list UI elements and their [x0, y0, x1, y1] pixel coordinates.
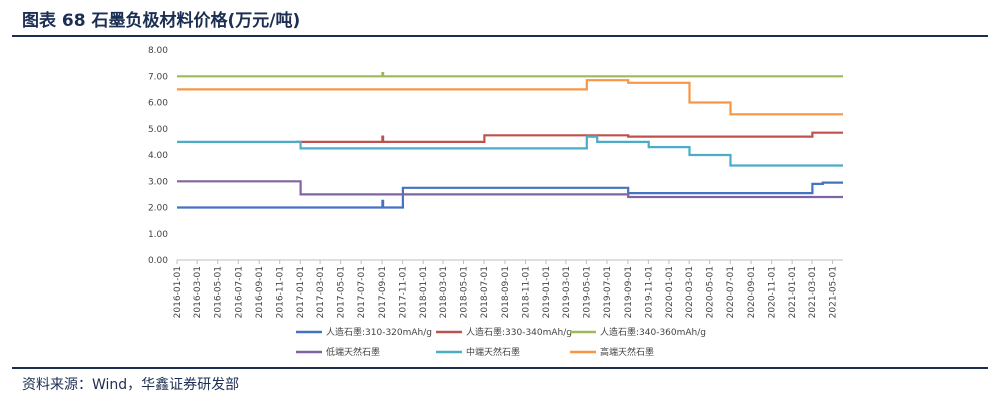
- x-tick-label: 2017-07-01: [357, 266, 367, 318]
- x-tick-label: 2019-03-01: [562, 266, 572, 318]
- source-note: 资料来源：Wind，华鑫证券研发部: [22, 377, 240, 393]
- y-tick-label: 5.00: [148, 125, 168, 135]
- series-line-6: [177, 79, 843, 116]
- series-line-2: [296, 131, 843, 143]
- x-tick-label: 2016-05-01: [214, 266, 224, 318]
- legend-label: 高端天然石墨: [600, 346, 654, 358]
- x-tick-label: 2016-03-01: [193, 266, 203, 318]
- y-tick-label: 2.00: [148, 204, 168, 214]
- bottom-rule: [12, 367, 988, 369]
- x-tick-label: 2016-11-01: [276, 266, 286, 318]
- x-tick-label: 2018-09-01: [501, 266, 511, 318]
- chart-title: 图表 68 石墨负极材料价格(万元/吨): [22, 11, 301, 31]
- x-tick-label: 2016-09-01: [255, 266, 265, 318]
- x-tick-label: 2019-01-01: [542, 266, 552, 318]
- x-tick-label: 2020-11-01: [768, 266, 778, 318]
- chart-legend: 人造石墨:310-320mAh/g 人造石墨:330-340mAh/g 人造石墨:3…: [296, 326, 706, 358]
- x-tick-label: 2018-01-01: [419, 266, 429, 318]
- x-tick-label: 2017-03-01: [316, 266, 326, 318]
- x-tick-label: 2020-07-01: [726, 266, 736, 318]
- x-tick-label: 2021-03-01: [808, 266, 818, 318]
- line-chart: 0.00 1.00 2.00 3.00 4.00 5.00 6.00 7.00 8.00 2016…: [148, 46, 843, 358]
- x-tick-label: 2019-07-01: [603, 266, 613, 318]
- x-tick-label: 2020-03-01: [685, 266, 695, 318]
- legend-label: 人造石墨:340-360mAh/g: [600, 326, 706, 338]
- x-tick-label: 2016-01-01: [173, 266, 183, 318]
- x-tick-label: 2019-09-01: [624, 266, 634, 318]
- report-header: 图表 68 石墨负极材料价格(万元/吨): [0, 0, 1000, 38]
- x-tick-label: 2020-01-01: [665, 266, 675, 318]
- x-tick-label: 2021-05-01: [829, 266, 839, 318]
- top-rule: [12, 35, 988, 37]
- y-tick-label: 3.00: [148, 177, 168, 187]
- series-line-5: [177, 135, 843, 167]
- y-tick-label: 1.00: [148, 230, 168, 240]
- x-tick-label: 2018-11-01: [521, 266, 531, 318]
- y-tick-label: 0.00: [148, 256, 168, 266]
- legend-label: 人造石墨:310-320mAh/g: [326, 326, 432, 338]
- series-line-1: [177, 181, 843, 209]
- legend-label: 人造石墨:330-340mAh/g: [466, 326, 572, 338]
- x-tick-label: 2018-03-01: [439, 266, 449, 318]
- x-tick-label: 2020-09-01: [747, 266, 757, 318]
- series-line-3: [177, 72, 843, 78]
- x-tick-label: 2020-05-01: [706, 266, 716, 318]
- x-tick-label: 2019-11-01: [644, 266, 654, 318]
- x-tick-label: 2017-05-01: [337, 266, 347, 318]
- legend-label: 低端天然石墨: [326, 346, 380, 358]
- x-tick-label: 2017-09-01: [378, 266, 388, 318]
- x-tick-label: 2016-07-01: [234, 266, 244, 318]
- x-tick-label: 2019-05-01: [582, 266, 592, 318]
- y-tick-label: 7.00: [148, 72, 168, 82]
- legend-label: 中端天然石墨: [466, 346, 520, 358]
- series-layer: [177, 72, 843, 209]
- x-tick-label: 2017-11-01: [399, 266, 409, 318]
- series-line-4: [177, 180, 843, 199]
- x-tick-label: 2021-01-01: [788, 266, 798, 318]
- chart-axes: 0.00 1.00 2.00 3.00 4.00 5.00 6.00 7.00 8.00 2016…: [148, 46, 843, 318]
- y-tick-label: 6.00: [148, 99, 168, 109]
- x-tick-label: 2018-05-01: [460, 266, 470, 318]
- y-tick-label: 4.00: [148, 151, 168, 161]
- x-tick-label: 2018-07-01: [480, 266, 490, 318]
- x-tick-label: 2017-01-01: [296, 266, 306, 318]
- y-tick-label: 8.00: [148, 46, 168, 56]
